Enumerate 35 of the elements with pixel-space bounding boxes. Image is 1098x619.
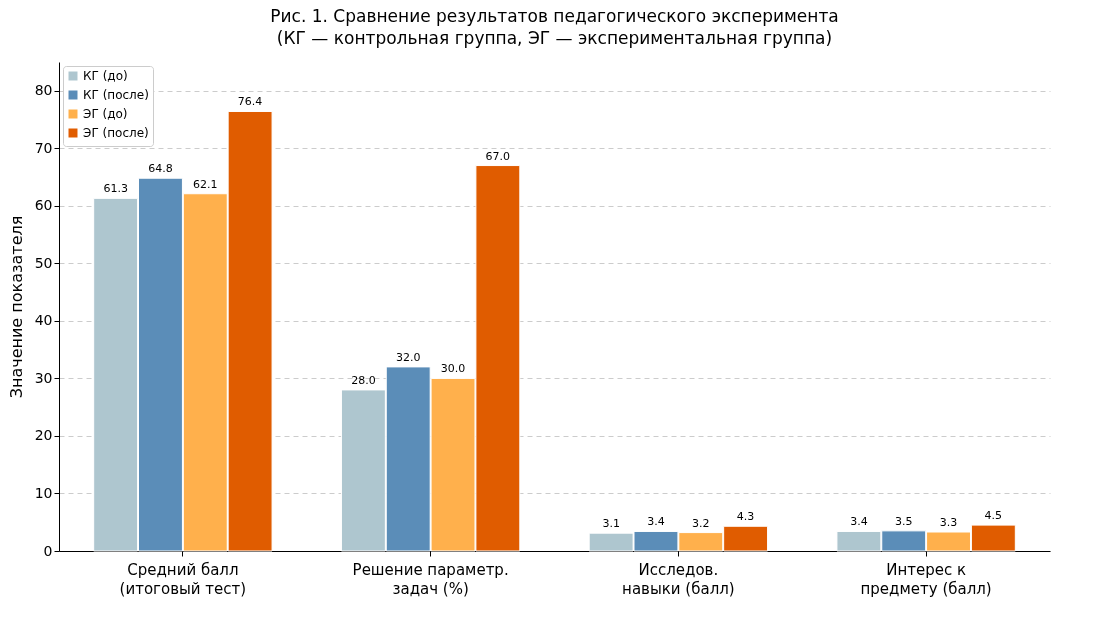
legend-label: КГ (после) (83, 88, 149, 102)
y-tick-label: 50 (34, 254, 53, 271)
data-label: 76.4 (237, 95, 263, 109)
data-label: 3.4 (647, 515, 665, 529)
data-label: 62.1 (193, 177, 218, 191)
y-tick-label: 70 (34, 139, 53, 156)
data-label: 64.8 (148, 162, 173, 176)
data-label: 61.3 (103, 182, 128, 196)
data-label: 32.0 (395, 350, 421, 364)
x-tick-label: Решение параметр. задач (%) (352, 560, 509, 598)
data-label: 3.2 (692, 516, 710, 530)
y-tick-label: 20 (34, 427, 53, 444)
data-label: 3.1 (602, 517, 620, 531)
x-tick-label: Средний балл (итоговый тест) (119, 560, 247, 598)
x-tick-label: Интерес к предмету (балл) (860, 560, 992, 598)
data-label: 30.0 (440, 362, 466, 376)
y-tick-label: 60 (34, 197, 53, 214)
data-label: 3.3 (939, 516, 958, 530)
data-label: 4.5 (984, 509, 1003, 523)
y-tick-label: 10 (34, 484, 53, 501)
legend-label: ЭГ (до) (83, 107, 128, 121)
data-label: 3.4 (850, 515, 868, 529)
chart-title: Рис. 1. Сравнение результатов педагогического эксперимента (КГ — контрольная группа, ЭГ — экспериментальная группа) (270, 6, 839, 48)
x-tick-label: Исследов. навыки (балл) (622, 560, 735, 598)
y-tick-label: 40 (34, 312, 53, 329)
data-label: 67.0 (485, 149, 511, 163)
data-label: 3.5 (894, 514, 913, 528)
y-tick-label: 80 (34, 82, 53, 99)
legend-label: КГ (до) (83, 69, 128, 83)
legend-label: ЭГ (после) (83, 126, 149, 140)
y-tick-label: 30 (34, 369, 53, 386)
data-label: 4.3 (736, 510, 755, 524)
y-axis-title: Значение показателя (6, 215, 26, 399)
y-tick-label: 0 (43, 542, 53, 559)
data-label: 28.0 (351, 373, 376, 387)
